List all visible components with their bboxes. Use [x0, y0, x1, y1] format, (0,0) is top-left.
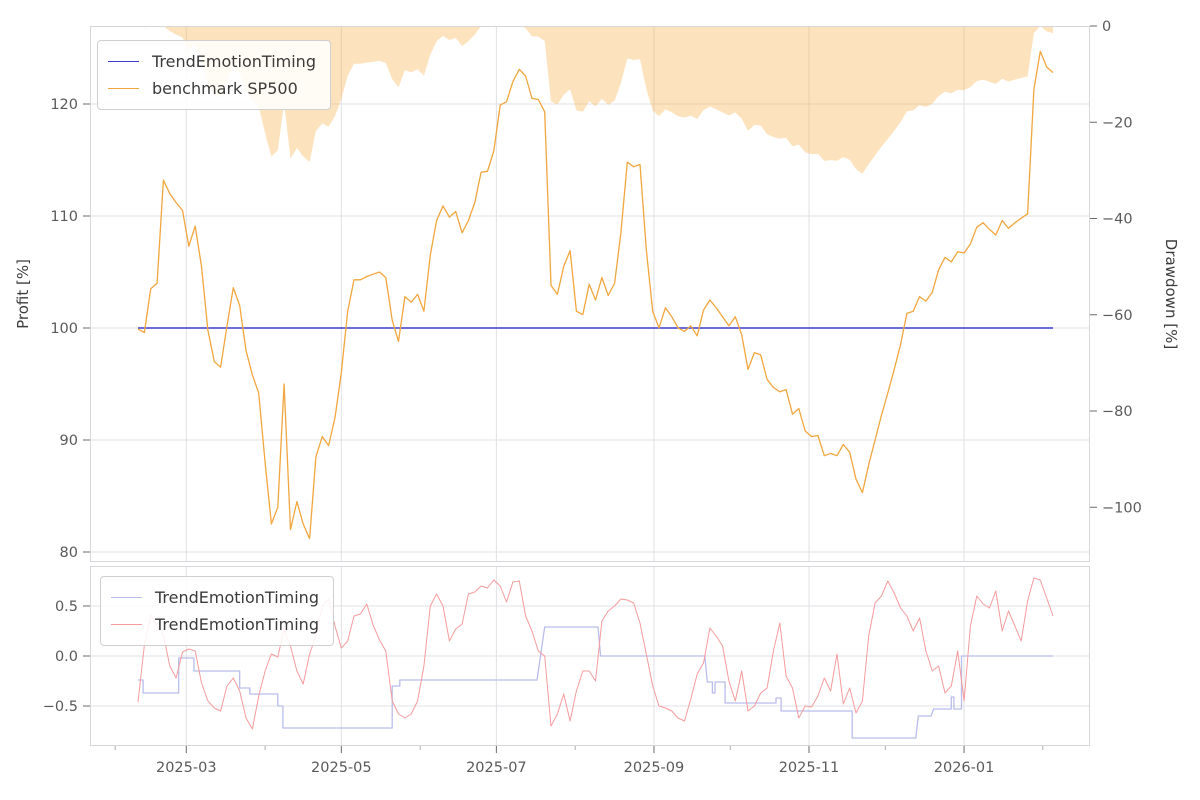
- y-tick-label-signal: −0.5: [43, 699, 78, 715]
- signal-line-swatch: [111, 624, 142, 625]
- x-tick-label: 2025-03: [156, 760, 217, 776]
- signals-legend: TrendEmotionTiming TrendEmotionTiming: [100, 576, 334, 646]
- x-tick-label: 2025-11: [779, 760, 840, 776]
- y-tick-label-drawdown: −60: [1102, 308, 1133, 324]
- y-tick-label-signal: 0.5: [55, 599, 78, 615]
- x-tick-label: 2025-07: [466, 760, 527, 776]
- y-tick-label-drawdown: 0: [1102, 19, 1111, 35]
- signal-line: [137, 577, 1054, 730]
- x-tick-label: 2026-01: [934, 760, 995, 776]
- y-tick-label-profit: 80: [60, 545, 78, 561]
- y-tick-label-profit: 90: [60, 433, 78, 449]
- y-tick-label-drawdown: −80: [1102, 404, 1133, 420]
- position-step-line: [138, 626, 1053, 739]
- benchmark-line-swatch: [108, 88, 139, 89]
- legend-item-label: TrendEmotionTiming: [155, 614, 319, 634]
- y-tick-label-drawdown: −40: [1102, 212, 1133, 228]
- left-axis-title: Profit [%]: [14, 259, 32, 329]
- panel-spine: [90, 566, 1090, 746]
- y-tick-label-profit: 100: [50, 321, 78, 337]
- equity-legend: TrendEmotionTiming benchmark SP500: [97, 40, 331, 110]
- legend-item-label: TrendEmotionTiming: [155, 587, 319, 607]
- right-axis-title: Drawdown [%]: [1162, 239, 1180, 349]
- legend-item: TrendEmotionTiming: [111, 611, 319, 638]
- benchmark-line: [137, 50, 1054, 540]
- x-tick-label: 2025-05: [311, 760, 372, 776]
- legend-item: TrendEmotionTiming: [111, 584, 319, 611]
- legend-item-label: benchmark SP500: [152, 78, 298, 98]
- x-tick-label: 2025-09: [624, 760, 685, 776]
- y-tick-label-profit: 110: [50, 209, 78, 225]
- y-tick-label-signal: 0.0: [55, 649, 78, 665]
- strategy-line-swatch: [108, 61, 139, 62]
- legend-item: TrendEmotionTiming: [108, 48, 316, 75]
- y-tick-label-drawdown: −100: [1102, 500, 1142, 516]
- benchmark-drawdown-area: [138, 26, 1053, 174]
- y-tick-label-profit: 120: [50, 97, 78, 113]
- panel-spine: [90, 26, 1090, 562]
- y-tick-label-drawdown: −20: [1102, 115, 1133, 131]
- legend-item: benchmark SP500: [108, 75, 316, 102]
- legend-item-label: TrendEmotionTiming: [152, 51, 316, 71]
- position-line-swatch: [111, 597, 142, 598]
